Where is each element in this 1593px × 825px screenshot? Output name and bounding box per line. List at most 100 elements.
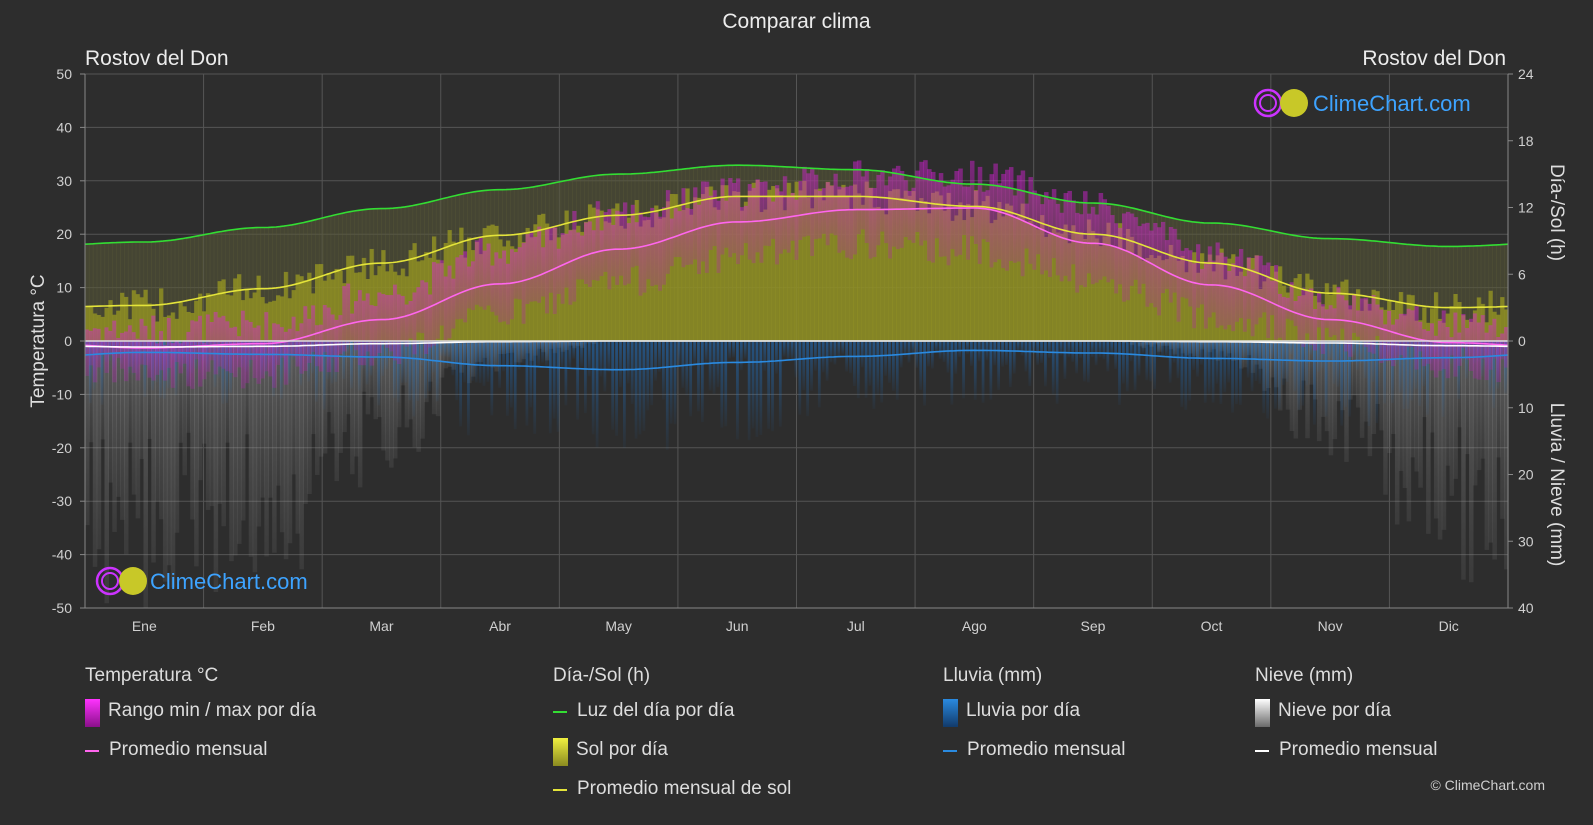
temp-range-bar bbox=[470, 261, 476, 311]
legend-temperature: Temperatura °C Rango min / max por día P… bbox=[85, 665, 316, 778]
daylight-bar bbox=[198, 235, 203, 341]
daylight-bar bbox=[279, 226, 285, 341]
rain-bar bbox=[1184, 341, 1188, 410]
rain-bar bbox=[474, 341, 478, 383]
rain-bar bbox=[1254, 341, 1258, 381]
temp-range-bar bbox=[997, 183, 1002, 260]
temp-range-bar bbox=[1075, 212, 1080, 293]
rain-avg-swatch bbox=[943, 750, 957, 752]
rain-bar bbox=[174, 341, 178, 396]
temp-range-bar bbox=[521, 242, 527, 324]
rain-bar bbox=[771, 341, 774, 432]
temp-range-bar bbox=[1055, 203, 1061, 276]
rain-bar bbox=[884, 341, 887, 376]
temp-range-bar bbox=[1465, 328, 1470, 360]
sunshine-bar bbox=[1114, 247, 1119, 341]
rain-bar bbox=[993, 341, 997, 366]
temp-range-bar bbox=[233, 326, 238, 378]
temp-range-bar bbox=[467, 266, 472, 309]
temp-range-bar bbox=[934, 181, 940, 239]
sunshine-bar bbox=[182, 306, 187, 341]
snow-bar bbox=[116, 341, 121, 497]
rain-bar bbox=[541, 341, 544, 363]
rain-bar bbox=[619, 341, 622, 388]
rain-bar bbox=[743, 341, 747, 359]
rain-bar bbox=[868, 341, 872, 386]
rain-bar bbox=[1083, 341, 1086, 382]
rain-bar bbox=[950, 341, 954, 405]
rain-bar bbox=[685, 341, 689, 396]
temp-range-bar bbox=[1231, 263, 1236, 332]
temp-range-bar bbox=[697, 204, 702, 275]
rain-bar bbox=[853, 341, 856, 386]
temp-range-bar bbox=[201, 342, 207, 380]
sunshine-bar bbox=[108, 300, 113, 341]
sunshine-bar bbox=[837, 189, 842, 341]
temp-range-bar bbox=[502, 250, 507, 322]
rain-bar bbox=[1391, 341, 1394, 404]
rain-bar bbox=[1141, 341, 1145, 354]
daylight-bar bbox=[240, 228, 246, 341]
temp-range-bar bbox=[295, 331, 301, 367]
rain-bar bbox=[958, 341, 962, 358]
temp-range-bar bbox=[1285, 297, 1291, 319]
rain-bar bbox=[915, 341, 919, 368]
temp-range-bar bbox=[1297, 295, 1302, 343]
rain-bar bbox=[1188, 341, 1192, 401]
legend-item: Sol por día bbox=[553, 738, 791, 778]
sunshine-bar bbox=[147, 303, 152, 341]
temp-range-bar bbox=[720, 178, 725, 255]
temp-range-bar bbox=[931, 171, 936, 263]
daylight-bar bbox=[155, 241, 160, 341]
rain-bar bbox=[330, 341, 334, 384]
snow-bar bbox=[268, 341, 273, 498]
temp-range-bar bbox=[1387, 310, 1392, 361]
sunshine-bar bbox=[1047, 233, 1053, 341]
legend-item: Promedio mensual bbox=[943, 739, 1125, 778]
daylight-bar bbox=[1472, 245, 1478, 341]
daylight-bar bbox=[100, 243, 106, 341]
temp-range-bar bbox=[1320, 304, 1326, 354]
temp-range-bar bbox=[767, 196, 772, 247]
rain-bar bbox=[1071, 341, 1075, 362]
snow-bar bbox=[1492, 341, 1497, 560]
daylight-bar bbox=[1492, 245, 1497, 341]
rain-bar bbox=[775, 341, 778, 374]
rain-bar bbox=[1172, 341, 1176, 363]
daylight-bar bbox=[1422, 245, 1427, 341]
sunshine-bar bbox=[256, 275, 262, 341]
temp-range-bar bbox=[478, 238, 484, 307]
sunshine-bar bbox=[1063, 224, 1069, 341]
brand-logo-bottom: ClimeChart.com bbox=[95, 566, 308, 596]
snow-bar bbox=[120, 341, 125, 520]
temp-range-bar bbox=[849, 185, 854, 260]
temp-range-bar bbox=[166, 318, 172, 368]
rain-bar bbox=[1406, 341, 1410, 409]
rain-bar bbox=[1223, 341, 1227, 393]
temp-range-bar bbox=[174, 340, 180, 363]
rain-bar bbox=[1402, 341, 1406, 410]
temp-range-bar bbox=[603, 212, 609, 272]
temp-range-bar bbox=[1258, 255, 1263, 318]
temp-range-bar bbox=[143, 325, 148, 366]
sunshine-bar bbox=[693, 197, 698, 341]
temp-range-bar bbox=[962, 186, 967, 236]
legend-rain-header: Lluvia (mm) bbox=[943, 665, 1043, 686]
temp-range-bar bbox=[455, 257, 460, 320]
snow-bar bbox=[1305, 341, 1310, 439]
sunshine-bar bbox=[1449, 306, 1455, 341]
temp-range-bar bbox=[1125, 211, 1131, 301]
temp-range-bar bbox=[1001, 173, 1006, 269]
temp-range-bar bbox=[1418, 321, 1423, 352]
temp-range-bar bbox=[853, 161, 858, 255]
temp-range-bar bbox=[615, 210, 620, 285]
temp-range-bar bbox=[283, 331, 289, 385]
temp-range-bar bbox=[950, 179, 955, 250]
temp-range-bar bbox=[346, 283, 351, 346]
snow-bar bbox=[1363, 341, 1369, 422]
temp-range-bar bbox=[1492, 318, 1497, 359]
rain-bar bbox=[506, 341, 509, 416]
temp-range-bar bbox=[794, 199, 800, 260]
temp-range-bar bbox=[638, 212, 644, 296]
temp-range-bar bbox=[244, 320, 250, 384]
